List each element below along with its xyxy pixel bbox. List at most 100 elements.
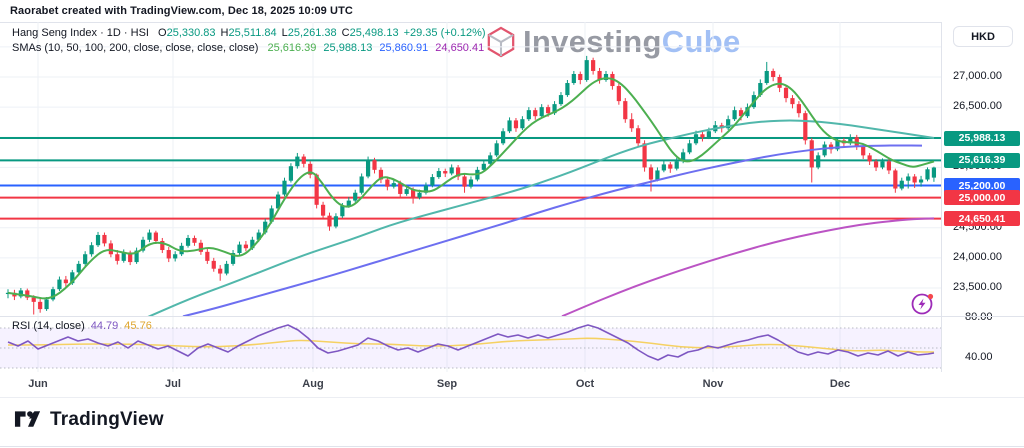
price-axis[interactable]: 27,000.0026,500.0025,500.0024,500.0024,0…: [941, 22, 1024, 396]
candle-body: [250, 239, 255, 249]
candle-body: [642, 143, 647, 168]
candle-body: [430, 177, 435, 186]
candle-body: [867, 155, 872, 162]
candle-body: [205, 251, 210, 261]
watermark-investing: Investing: [523, 24, 662, 59]
candle-body: [443, 171, 448, 174]
candle-body: [668, 164, 673, 169]
chart-legend: Hang Seng Index · 1D · HSI O25,330.83 H25…: [12, 26, 491, 56]
candle-body: [539, 107, 544, 117]
candle-body: [726, 119, 731, 129]
candle-body: [372, 160, 377, 170]
candle-body: [295, 156, 300, 167]
candle-body: [365, 160, 371, 177]
close-key: C: [341, 27, 350, 39]
candle-body: [661, 164, 666, 171]
candle-body: [320, 204, 326, 216]
candle-body: [803, 113, 808, 141]
sma10-value: 25,616.39: [267, 42, 317, 54]
candle-body: [488, 155, 493, 164]
candle-body: [648, 167, 654, 180]
candle-body: [481, 163, 486, 170]
candle-body: [173, 254, 178, 259]
candle-body: [501, 131, 506, 144]
rsi-ma-line[interactable]: [7, 337, 934, 353]
currency-button[interactable]: HKD: [953, 26, 1013, 47]
candle-body: [809, 140, 814, 168]
candle-body: [822, 144, 827, 156]
candle-body: [764, 70, 769, 84]
candle-body: [31, 297, 36, 302]
candle-body: [385, 179, 390, 187]
sma200-value: 24,650.41: [435, 42, 485, 54]
candle-body: [468, 179, 474, 187]
candle-body: [616, 86, 621, 102]
price-chart-canvas[interactable]: [0, 0, 941, 396]
candle-body: [327, 215, 332, 227]
time-axis[interactable]: Jun Jul Aug Sep Oct Nov Dec: [0, 372, 1024, 396]
candle-body: [275, 194, 281, 209]
candles-layer: [5, 55, 937, 315]
candle-body: [314, 174, 319, 205]
price-level-badge: 25,000.00: [944, 190, 1020, 206]
rsi-value: 44.79: [90, 320, 119, 332]
sma10-line[interactable]: [7, 77, 935, 300]
candle-body: [378, 169, 384, 180]
month-label-sep: Sep: [436, 378, 458, 390]
candle-body: [353, 192, 358, 201]
candle-body: [796, 104, 801, 114]
candle-body: [591, 60, 596, 71]
candle-body: [893, 170, 898, 189]
rsi-line[interactable]: [7, 324, 935, 361]
lightning-icon: [911, 293, 934, 315]
sma200-line[interactable]: [561, 217, 935, 317]
candle-body: [584, 60, 589, 81]
candle-body: [128, 252, 133, 263]
tradingview-branding[interactable]: TradingView: [0, 398, 1024, 432]
sma100-line[interactable]: [182, 144, 923, 317]
sma50-line[interactable]: [147, 119, 935, 317]
low-value: 25,261.38: [287, 27, 337, 39]
watermark-cube: Cube: [661, 24, 741, 59]
rsi-label: RSI (14, close): [12, 320, 85, 332]
candle-body: [404, 189, 409, 194]
price-tick: 26,500.00: [953, 100, 1002, 113]
candle-body: [70, 272, 75, 284]
candle-body: [282, 180, 287, 195]
price-tick: 24,000.00: [953, 250, 1002, 263]
price-level-badge: 25,616.39: [944, 152, 1020, 168]
candle-body: [224, 263, 229, 274]
price-level-badge: 25,200.00: [944, 178, 1020, 193]
candle-body: [44, 299, 49, 310]
candle-body: [816, 155, 821, 168]
candle-body: [603, 73, 609, 81]
candle-body: [243, 244, 249, 249]
candle-body: [410, 189, 416, 198]
rsi-tick: 40.00: [965, 351, 993, 363]
candle-body: [848, 137, 853, 144]
candle-body: [597, 70, 602, 81]
candle-body: [185, 237, 191, 246]
symbol-legend-row: Hang Seng Index · 1D · HSI O25,330.83 H25…: [12, 26, 491, 41]
candle-body: [38, 301, 43, 310]
candle-body: [89, 245, 94, 255]
candle-body: [423, 185, 429, 193]
tradingview-wordmark: TradingView: [50, 409, 164, 430]
candle-body: [121, 252, 126, 261]
pane-divider-price-rsi[interactable]: [0, 316, 1024, 317]
flash-boost-button[interactable]: [908, 290, 938, 316]
candle-body: [507, 120, 512, 132]
candle-body: [57, 279, 62, 290]
watermark-text: InvestingCube: [523, 24, 740, 60]
candle-body: [50, 289, 56, 300]
candle-body: [218, 268, 223, 274]
candle-body: [140, 239, 146, 251]
candle-body: [693, 134, 699, 144]
candle-body: [738, 110, 744, 117]
candle-body: [931, 167, 937, 178]
month-label-jun: Jun: [28, 378, 48, 390]
candle-body: [687, 143, 692, 153]
candle-body: [230, 253, 236, 264]
price-level-badge: 25,988.13: [944, 130, 1020, 146]
